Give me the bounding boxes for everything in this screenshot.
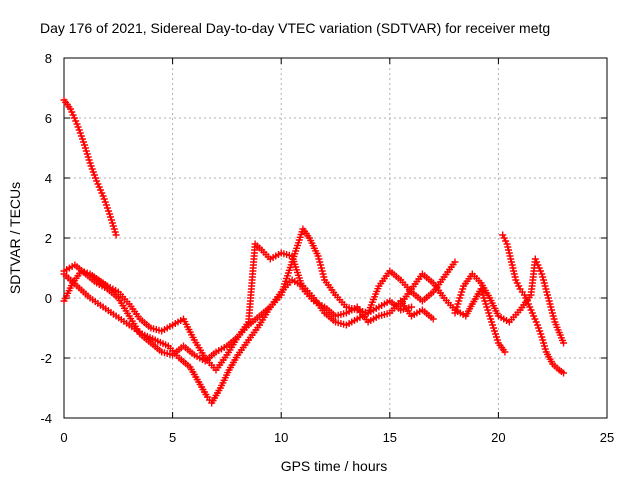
data-point-markers <box>499 231 568 377</box>
y-tick-label: 6 <box>45 111 52 126</box>
y-tick-label: 2 <box>45 231 52 246</box>
x-tick-label: 10 <box>274 430 288 445</box>
grid-lines <box>64 58 607 418</box>
y-axis-label: SDTVAR / TECUs <box>7 182 23 294</box>
series-arc-a <box>60 96 120 239</box>
x-tick-label: 15 <box>383 430 397 445</box>
data-point-markers <box>60 96 120 239</box>
x-tick-label: 5 <box>169 430 176 445</box>
y-tick-label: 8 <box>45 51 52 66</box>
data-point-markers <box>397 270 509 356</box>
x-tick-label: 0 <box>60 430 67 445</box>
data-point-markers <box>451 255 568 347</box>
x-tick-label: 25 <box>600 430 614 445</box>
y-tick-label: -4 <box>40 411 52 426</box>
data-point-markers <box>60 270 416 407</box>
y-tick-label: 4 <box>45 171 52 186</box>
axis-ticks: 0 5 10 15 20 25 -4 -2 0 2 4 6 8 <box>40 51 614 445</box>
y-tick-label: 0 <box>45 291 52 306</box>
data-points <box>60 96 568 407</box>
series-arc-e <box>397 270 509 356</box>
series-arc-d <box>60 270 416 407</box>
series-arc-c <box>60 240 437 374</box>
data-point-markers <box>60 240 437 374</box>
series-arc-g <box>451 255 568 347</box>
chart-title: Day 176 of 2021, Sidereal Day-to-day VTE… <box>40 20 550 36</box>
y-tick-label: -2 <box>40 351 52 366</box>
series-arc-f <box>499 231 568 377</box>
x-axis-label: GPS time / hours <box>281 458 388 474</box>
x-tick-label: 20 <box>491 430 505 445</box>
